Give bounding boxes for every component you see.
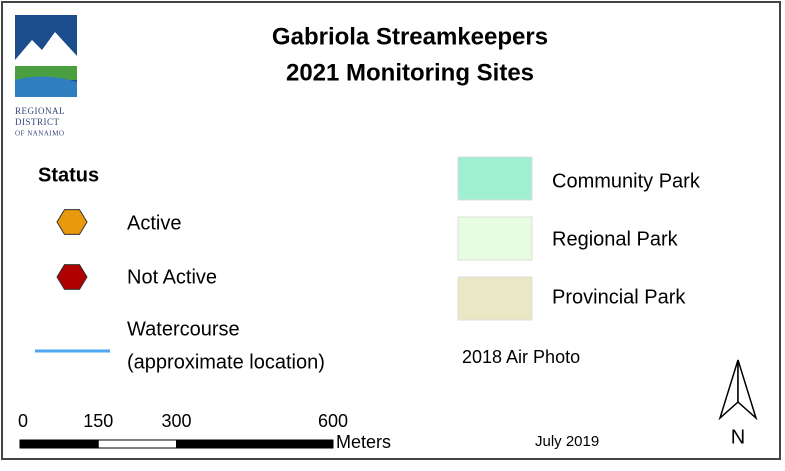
scale-label: 150 [83, 411, 113, 431]
air-photo-label: 2018 Air Photo [462, 347, 580, 367]
scale-segment [176, 439, 334, 449]
north-arrow-right [737, 359, 758, 421]
logo-water [15, 76, 77, 97]
title: Gabriola Streamkeepers [272, 23, 548, 50]
north-arrow: N [718, 359, 758, 448]
scale-label: 300 [161, 411, 191, 431]
date: July 2019 [535, 433, 599, 450]
status-heading: Status [38, 164, 99, 186]
scale-segment [97, 439, 177, 449]
park-swatch [457, 276, 533, 321]
north-label: N [731, 426, 745, 448]
logo-text: of Nanaimo [15, 130, 65, 138]
legend-label: Provincial Park [552, 286, 686, 308]
legend-label: Community Park [552, 170, 701, 192]
frame [1, 1, 781, 460]
logo-text: District [15, 117, 60, 127]
scale-label: 600 [318, 411, 348, 431]
legend-label: Active [127, 212, 181, 234]
status-symbol [56, 264, 88, 290]
scale-label: 0 [18, 411, 28, 431]
title: 2021 Monitoring Sites [286, 59, 534, 86]
legend-label: (approximate location) [127, 351, 325, 373]
logo-mountains [15, 32, 77, 66]
logo-land [15, 66, 77, 80]
park-swatch [457, 216, 533, 261]
logo: Regional District of Nanaimo [15, 15, 77, 138]
logo-text: Regional [15, 106, 65, 116]
legend-label: Watercourse [127, 318, 240, 340]
legend-label: Regional Park [552, 228, 679, 250]
legend-label: Not Active [127, 266, 217, 288]
scale-segment [19, 439, 99, 449]
scale-unit: Meters [336, 432, 391, 452]
status-symbol [56, 209, 88, 235]
park-swatch [457, 156, 533, 201]
